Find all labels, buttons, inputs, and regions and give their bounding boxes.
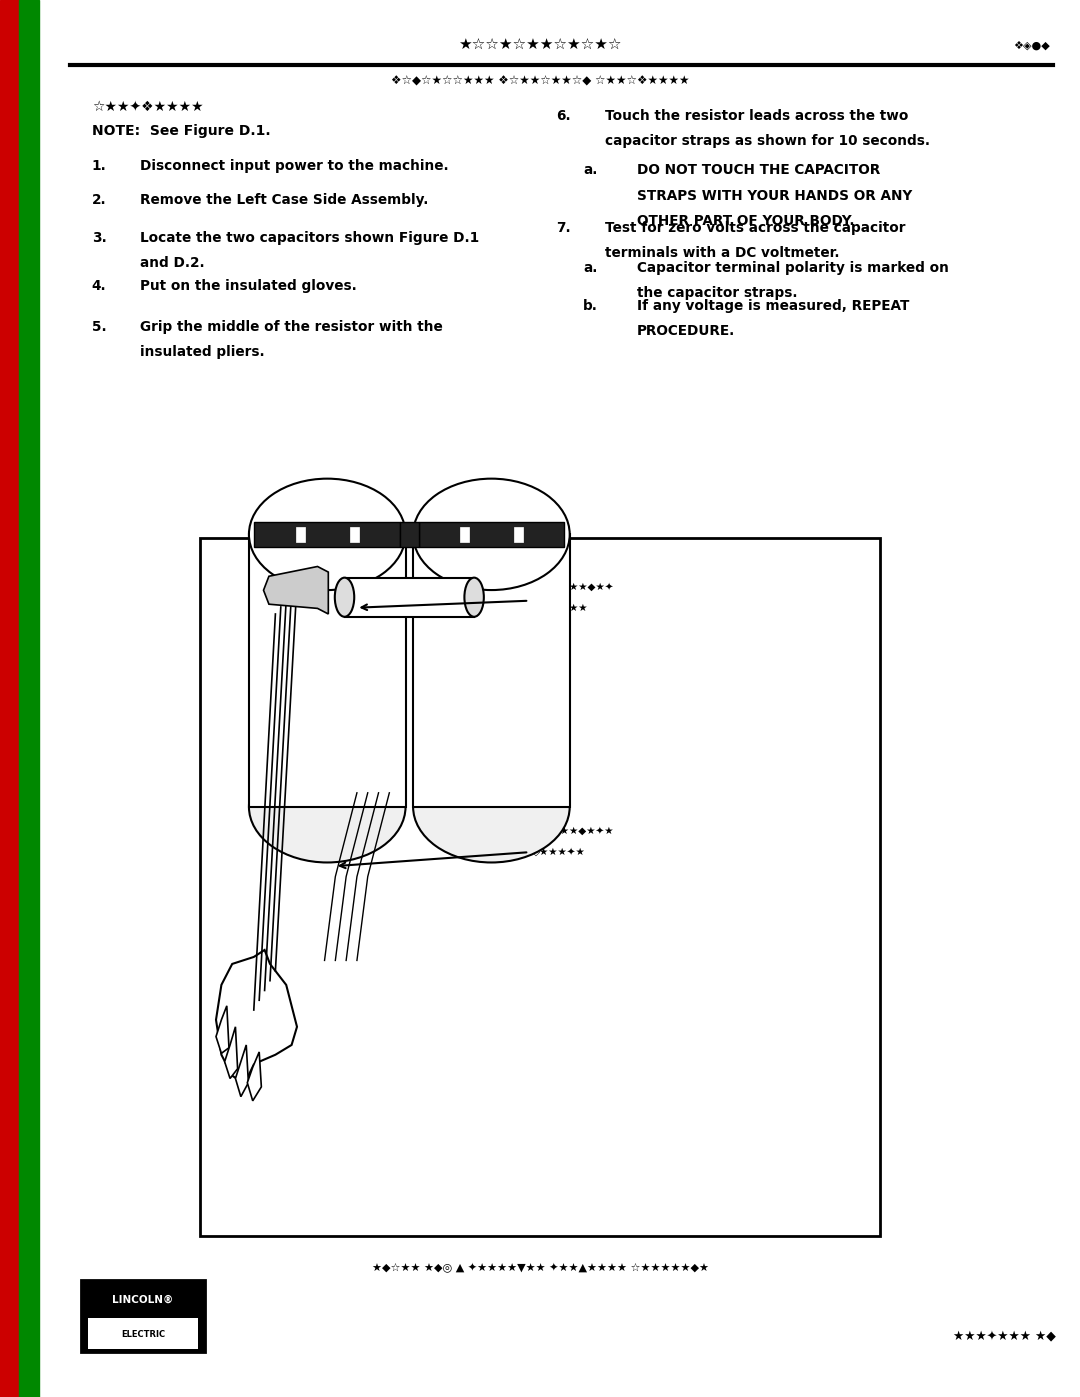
Polygon shape xyxy=(216,1006,229,1053)
Bar xyxy=(460,527,469,542)
Text: Disconnect input power to the machine.: Disconnect input power to the machine. xyxy=(140,159,449,173)
Text: ☆★★★★◆★✦★: ☆★★★★◆★✦★ xyxy=(532,826,613,837)
Text: 6.: 6. xyxy=(556,109,571,123)
Text: Return to Master TOC: Return to Master TOC xyxy=(25,1292,33,1376)
Polygon shape xyxy=(247,1052,261,1101)
Text: STRAPS WITH YOUR HANDS OR ANY: STRAPS WITH YOUR HANDS OR ANY xyxy=(637,189,913,203)
Text: Put on the insulated gloves.: Put on the insulated gloves. xyxy=(140,279,357,293)
Text: Remove the Left Case Side Assembly.: Remove the Left Case Side Assembly. xyxy=(140,193,429,207)
Text: ☆★☆★★★: ☆★☆★★★ xyxy=(532,602,588,613)
Bar xyxy=(81,1280,205,1352)
Text: Return to Master TOC: Return to Master TOC xyxy=(25,175,33,258)
Text: ★◆☆★★ ★◆◎ ▲ ✦★★★★▼★★ ✦★★▲★★★★ ☆★★★★★◆★: ★◆☆★★ ★◆◎ ▲ ✦★★★★▼★★ ✦★★▲★★★★ ☆★★★★★◆★ xyxy=(372,1263,708,1274)
Text: 1.: 1. xyxy=(92,159,107,173)
Text: LINCOLN®: LINCOLN® xyxy=(112,1295,174,1305)
Text: 3.: 3. xyxy=(92,231,107,244)
Text: Return to Section TOC: Return to Section TOC xyxy=(5,133,14,217)
Text: and D.2.: and D.2. xyxy=(140,256,205,270)
Text: 5.: 5. xyxy=(92,320,107,334)
Text: Capacitor terminal polarity is marked on: Capacitor terminal polarity is marked on xyxy=(637,261,949,275)
Ellipse shape xyxy=(413,752,570,862)
Polygon shape xyxy=(216,950,297,1083)
Text: insulated pliers.: insulated pliers. xyxy=(140,345,265,359)
Ellipse shape xyxy=(413,479,570,590)
Text: 2.: 2. xyxy=(92,193,107,207)
Text: ◇★★★✦★: ◇★★★✦★ xyxy=(532,847,586,858)
Bar xyxy=(19,0,39,1397)
Polygon shape xyxy=(264,567,328,615)
Ellipse shape xyxy=(464,578,484,617)
Text: ELECTRIC: ELECTRIC xyxy=(121,1330,165,1340)
Bar xyxy=(200,538,880,1236)
Ellipse shape xyxy=(248,752,406,862)
Bar xyxy=(248,535,406,807)
Ellipse shape xyxy=(335,578,354,617)
Text: a.: a. xyxy=(583,163,597,177)
Text: ★★★✦★★★ ★◆: ★★★✦★★★ ★◆ xyxy=(953,1330,1056,1344)
Polygon shape xyxy=(235,1045,248,1097)
Text: DO NOT TOUCH THE CAPACITOR: DO NOT TOUCH THE CAPACITOR xyxy=(637,163,880,177)
Text: Return to Section TOC: Return to Section TOC xyxy=(5,887,14,971)
Text: the capacitor straps.: the capacitor straps. xyxy=(637,286,798,300)
Text: b.: b. xyxy=(583,299,598,313)
Text: Test for zero volts across the capacitor: Test for zero volts across the capacitor xyxy=(605,221,905,235)
Bar xyxy=(296,527,305,542)
Text: Return to Master TOC: Return to Master TOC xyxy=(25,929,33,1013)
Text: ❖◈●◆: ❖◈●◆ xyxy=(1013,41,1050,50)
Text: Return to Section TOC: Return to Section TOC xyxy=(5,524,14,608)
Text: ☆★★✦❖★★★★: ☆★★✦❖★★★★ xyxy=(92,101,203,115)
Bar xyxy=(514,527,523,542)
Text: ☆★★★★★◆★✦: ☆★★★★★◆★✦ xyxy=(532,581,613,592)
Text: capacitor straps as shown for 10 seconds.: capacitor straps as shown for 10 seconds… xyxy=(605,134,930,148)
Polygon shape xyxy=(225,1027,238,1078)
Text: 4.: 4. xyxy=(92,279,107,293)
Bar xyxy=(255,522,400,546)
Text: Touch the resistor leads across the two: Touch the resistor leads across the two xyxy=(605,109,908,123)
Bar xyxy=(400,522,419,546)
Text: Return to Section TOC: Return to Section TOC xyxy=(5,1250,14,1334)
Text: Grip the middle of the resistor with the: Grip the middle of the resistor with the xyxy=(140,320,443,334)
Bar xyxy=(350,527,359,542)
Text: NOTE:  See Figure D.1.: NOTE: See Figure D.1. xyxy=(92,124,270,138)
Ellipse shape xyxy=(248,479,406,590)
Bar xyxy=(89,1319,198,1348)
Bar xyxy=(345,578,474,617)
Text: 7.: 7. xyxy=(556,221,571,235)
Text: PROCEDURE.: PROCEDURE. xyxy=(637,324,735,338)
Text: a.: a. xyxy=(583,261,597,275)
Text: ★☆☆★☆★★☆★☆★☆: ★☆☆★☆★★☆★☆★☆ xyxy=(458,38,622,53)
Text: ❖☆◆☆★☆☆★★★ ❖☆★★☆★★☆◆ ☆★★☆❖★★★★: ❖☆◆☆★☆☆★★★ ❖☆★★☆★★☆◆ ☆★★☆❖★★★★ xyxy=(391,74,689,88)
Bar xyxy=(0,0,19,1397)
Bar xyxy=(414,535,570,807)
Text: If any voltage is measured, REPEAT: If any voltage is measured, REPEAT xyxy=(637,299,909,313)
Bar xyxy=(419,522,564,546)
Text: terminals with a DC voltmeter.: terminals with a DC voltmeter. xyxy=(605,246,839,260)
Text: Return to Master TOC: Return to Master TOC xyxy=(25,566,33,650)
Text: OTHER PART OF YOUR BODY.: OTHER PART OF YOUR BODY. xyxy=(637,214,854,228)
Text: Locate the two capacitors shown Figure D.1: Locate the two capacitors shown Figure D… xyxy=(140,231,480,244)
